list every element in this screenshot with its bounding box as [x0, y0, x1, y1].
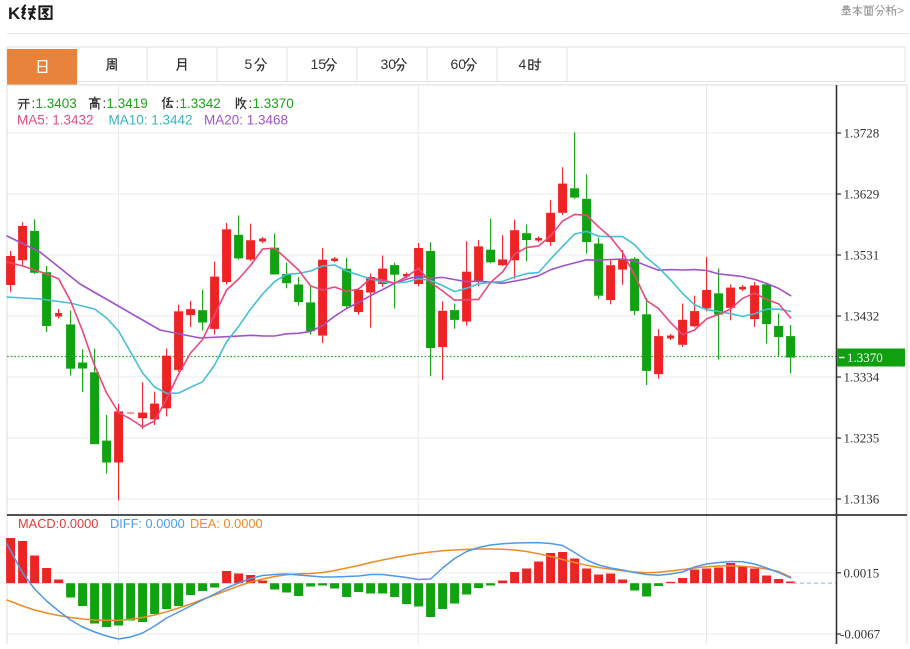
svg-text::: :: [176, 96, 180, 111]
svg-text:1.3728: 1.3728: [844, 126, 880, 141]
svg-text:1.3235: 1.3235: [844, 431, 880, 446]
svg-text:1.3403: 1.3403: [36, 96, 77, 111]
svg-text:5: 5: [245, 56, 253, 72]
svg-text:15: 15: [311, 56, 327, 72]
svg-text:60: 60: [451, 56, 467, 72]
svg-text:MACD:0.0000: MACD:0.0000: [18, 516, 98, 531]
svg-text:1.3629: 1.3629: [844, 187, 880, 202]
svg-text:>: >: [897, 4, 904, 18]
svg-text:1.3334: 1.3334: [844, 370, 880, 385]
svg-text:K: K: [8, 4, 21, 23]
svg-text:4: 4: [519, 56, 527, 72]
svg-text:0.0015: 0.0015: [844, 565, 880, 580]
svg-text:1.3419: 1.3419: [107, 96, 148, 111]
svg-text:DIFF: 0.0000: DIFF: 0.0000: [110, 516, 185, 531]
svg-text:1.3342: 1.3342: [180, 96, 221, 111]
svg-text:1.3531: 1.3531: [844, 248, 880, 263]
svg-text:1.3136: 1.3136: [844, 492, 880, 507]
svg-text:MA10: 1.3442: MA10: 1.3442: [109, 113, 193, 128]
svg-text:DEA: 0.0000: DEA: 0.0000: [190, 516, 263, 531]
svg-text::: :: [32, 96, 36, 111]
svg-text:MA20: 1.3468: MA20: 1.3468: [204, 113, 288, 128]
svg-text:30: 30: [381, 56, 397, 72]
svg-text::: :: [249, 96, 253, 111]
svg-text:MA5: 1.3432: MA5: 1.3432: [17, 113, 94, 128]
svg-text:1.3370: 1.3370: [253, 96, 294, 111]
svg-text:-0.0067: -0.0067: [840, 627, 881, 642]
svg-text:1.3432: 1.3432: [844, 309, 880, 324]
svg-text::: :: [103, 96, 107, 111]
svg-text:1.3370: 1.3370: [847, 350, 883, 365]
